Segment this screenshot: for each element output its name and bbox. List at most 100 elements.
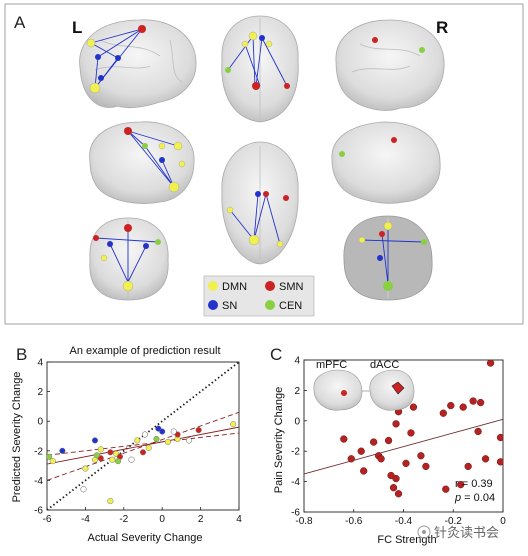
y-tick-label: 0 [294, 416, 300, 427]
brain-top-view [221, 15, 299, 123]
panel-c-letter: C [270, 345, 282, 364]
x-tick-label: 4 [236, 514, 242, 525]
data-point [360, 467, 368, 475]
brain-left-lateral-view [79, 19, 197, 109]
data-point [47, 453, 52, 460]
watermark: 针灸读书会 [417, 525, 499, 540]
chart-b: -6 -4 -2 0 2 4 4 2 0 -2 -4 -6 [34, 358, 242, 526]
data-point [417, 452, 425, 460]
legend-smn-marker [265, 281, 275, 291]
data-point [49, 458, 56, 465]
data-point [128, 456, 135, 463]
data-point [409, 403, 418, 411]
plot-frame [46, 361, 240, 511]
y-tick-label: 4 [294, 356, 300, 367]
data-point [340, 435, 348, 443]
data-point [59, 447, 66, 454]
inset-dacc-brain [369, 369, 415, 411]
brain-right-medial-view [331, 121, 441, 204]
data-point [93, 452, 100, 459]
chart-c: -0.8 -0.6 -0.4 -0.2 0 4 2 0 -2 -4 -6 [291, 356, 506, 528]
data-point [357, 447, 365, 455]
data-point [91, 437, 99, 444]
data-point [442, 485, 450, 493]
x-tick-label: -6 [43, 514, 52, 525]
legend-dmn-label: DMN [222, 281, 247, 293]
data-point [195, 427, 202, 434]
brain-right-lateral-view [335, 19, 445, 111]
chart-c-xlabel: FC Strength [377, 534, 436, 546]
data-point [389, 484, 398, 492]
legend-smn-label: SMN [279, 281, 304, 293]
panel-a-letter: A [14, 13, 26, 32]
y-tick-label: -2 [34, 446, 43, 457]
brain-left-medial-view [89, 121, 195, 204]
legend-dmn-marker [208, 281, 218, 291]
data-point [394, 490, 403, 498]
plot-area [304, 360, 503, 498]
data-point [469, 397, 477, 405]
inset-brains: mPFC dACC [313, 359, 415, 411]
inset-mpfc-region [341, 390, 347, 396]
x-tick-label: -2 [119, 514, 128, 525]
data-point [97, 446, 104, 453]
fit-line-dashed [47, 432, 239, 456]
data-point [459, 403, 467, 411]
data-point [230, 421, 237, 428]
brain-posterior-view [89, 217, 169, 301]
data-point [159, 428, 166, 435]
data-point [80, 486, 87, 493]
brain-bottom-view [221, 141, 299, 265]
x-tick-label: -4 [81, 514, 90, 525]
x-tick-label: 0 [500, 516, 506, 527]
data-point [439, 409, 447, 417]
y-tick-label: -6 [34, 506, 43, 517]
y-tick-label: 0 [37, 417, 43, 428]
fit-line-dashed [47, 411, 239, 481]
left-hemisphere-label: L [72, 18, 82, 37]
plot-area [47, 362, 239, 510]
inset-dacc-region [391, 381, 405, 395]
watermark-text: 针灸读书会 [434, 525, 499, 540]
panel-b-letter: B [16, 345, 27, 364]
stat-r: r = 0.39 [455, 478, 493, 490]
data-point [114, 458, 122, 465]
fit-line-solid [47, 426, 239, 465]
data-point [139, 449, 147, 456]
data-point [392, 420, 400, 428]
x-tick-label: 2 [198, 514, 204, 525]
data-point [347, 455, 355, 463]
data-point [476, 398, 485, 407]
data-point [109, 456, 116, 463]
data-point [402, 459, 410, 468]
regression-line [304, 418, 503, 475]
chart-c-ylabel: Pain Severity Change [273, 387, 285, 493]
inset-dacc-label: dACC [370, 359, 399, 371]
data-point [186, 437, 193, 444]
x-tick-label: -0.4 [395, 516, 413, 527]
right-hemisphere-label: R [436, 18, 448, 37]
inset-mpfc-label: mPFC [316, 359, 347, 371]
data-point [370, 438, 378, 446]
chart-b-title: An example of prediction result [69, 345, 220, 357]
data-point [447, 401, 455, 410]
x-tick-label: -0.2 [445, 516, 463, 527]
chart-b-xlabel: Actual Severity Change [88, 532, 203, 544]
y-tick-label: -6 [291, 508, 300, 519]
x-tick-label: -0.8 [295, 516, 313, 527]
data-point [164, 438, 172, 445]
data-point [141, 431, 148, 438]
y-tick-label: 2 [37, 387, 43, 398]
data-point [377, 455, 385, 463]
legend-cen-marker [265, 300, 275, 310]
network-legend: DMN SMN SN CEN [203, 275, 315, 317]
stat-p-symbol: p [454, 492, 461, 504]
stat-p: p = 0.04 [454, 492, 495, 504]
y-tick-label: -4 [291, 477, 300, 488]
data-point [145, 444, 152, 451]
data-point [407, 429, 415, 437]
brain-anterior-view [343, 215, 433, 301]
data-point [496, 458, 503, 466]
